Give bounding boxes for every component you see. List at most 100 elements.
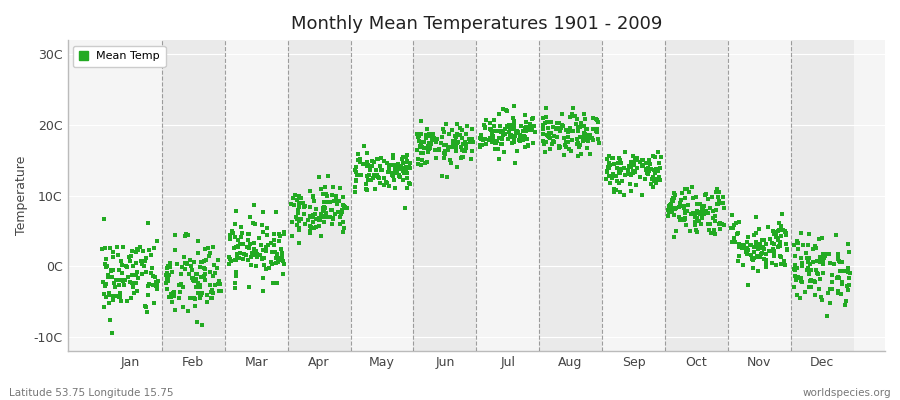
Point (385, 173, 400, 180)
Point (420, 146, 435, 152)
Point (265, 249, 279, 256)
Point (706, 208, 721, 214)
Point (724, 239, 739, 246)
Point (99, 280, 113, 287)
Point (379, 179, 393, 185)
Point (482, 120, 497, 126)
Point (403, 165, 418, 171)
Point (266, 242, 281, 248)
Point (400, 175, 415, 182)
Point (842, 270, 857, 276)
Point (516, 128, 530, 134)
Point (829, 232, 843, 238)
Point (708, 230, 723, 237)
Point (117, 282, 131, 288)
Point (755, 245, 770, 251)
Y-axis label: Temperature: Temperature (15, 156, 28, 235)
Point (298, 202, 312, 209)
Point (561, 138, 575, 145)
Point (228, 234, 242, 240)
Point (399, 164, 413, 170)
Point (411, 161, 426, 167)
Point (741, 247, 755, 254)
Point (95, 246, 110, 252)
Point (445, 143, 459, 150)
Point (756, 244, 770, 250)
Point (623, 181, 637, 187)
Point (308, 211, 322, 218)
Point (794, 275, 808, 281)
Point (561, 126, 575, 133)
Point (752, 241, 767, 247)
Point (364, 163, 379, 170)
Point (144, 270, 158, 276)
Point (630, 157, 644, 164)
Point (780, 246, 795, 252)
Point (462, 136, 476, 142)
Point (148, 279, 163, 286)
Point (388, 162, 402, 169)
Point (574, 120, 589, 126)
Point (415, 156, 429, 163)
Point (382, 168, 396, 174)
Point (274, 250, 289, 257)
Point (478, 124, 492, 130)
Point (293, 216, 308, 222)
Point (422, 145, 436, 152)
Point (557, 152, 572, 158)
Point (490, 138, 504, 145)
Point (526, 140, 541, 146)
Point (302, 203, 317, 210)
Point (194, 274, 209, 280)
Point (366, 173, 381, 179)
Point (485, 131, 500, 138)
Point (102, 292, 116, 298)
Point (347, 167, 362, 173)
Point (367, 159, 382, 166)
Point (488, 139, 502, 146)
Point (572, 144, 587, 151)
Point (428, 155, 443, 162)
Point (800, 258, 814, 265)
Point (788, 253, 803, 259)
Point (741, 233, 755, 240)
Point (842, 275, 856, 281)
Point (247, 240, 261, 246)
Point (635, 162, 650, 169)
Point (789, 265, 804, 272)
Point (252, 235, 266, 242)
Point (779, 229, 794, 236)
Point (490, 128, 504, 134)
Point (454, 147, 469, 153)
Point (458, 140, 473, 147)
Point (710, 201, 724, 207)
Point (159, 272, 174, 278)
Point (163, 264, 177, 270)
Point (734, 245, 749, 252)
Point (500, 122, 514, 129)
Point (790, 274, 805, 280)
Point (127, 290, 141, 296)
Point (771, 244, 786, 250)
Point (690, 210, 705, 216)
Point (507, 118, 521, 124)
Point (160, 286, 175, 292)
Point (767, 251, 781, 258)
Point (757, 256, 771, 262)
Point (246, 220, 260, 227)
Point (754, 251, 769, 258)
Point (498, 131, 512, 137)
Point (260, 225, 274, 232)
Point (333, 214, 347, 220)
Point (317, 204, 331, 210)
Point (287, 192, 302, 198)
Point (600, 156, 615, 162)
Point (260, 242, 274, 248)
Point (194, 264, 208, 270)
Point (269, 252, 284, 259)
Point (163, 294, 177, 300)
Point (626, 153, 640, 160)
Point (663, 209, 678, 216)
Point (165, 298, 179, 305)
Point (501, 122, 516, 128)
